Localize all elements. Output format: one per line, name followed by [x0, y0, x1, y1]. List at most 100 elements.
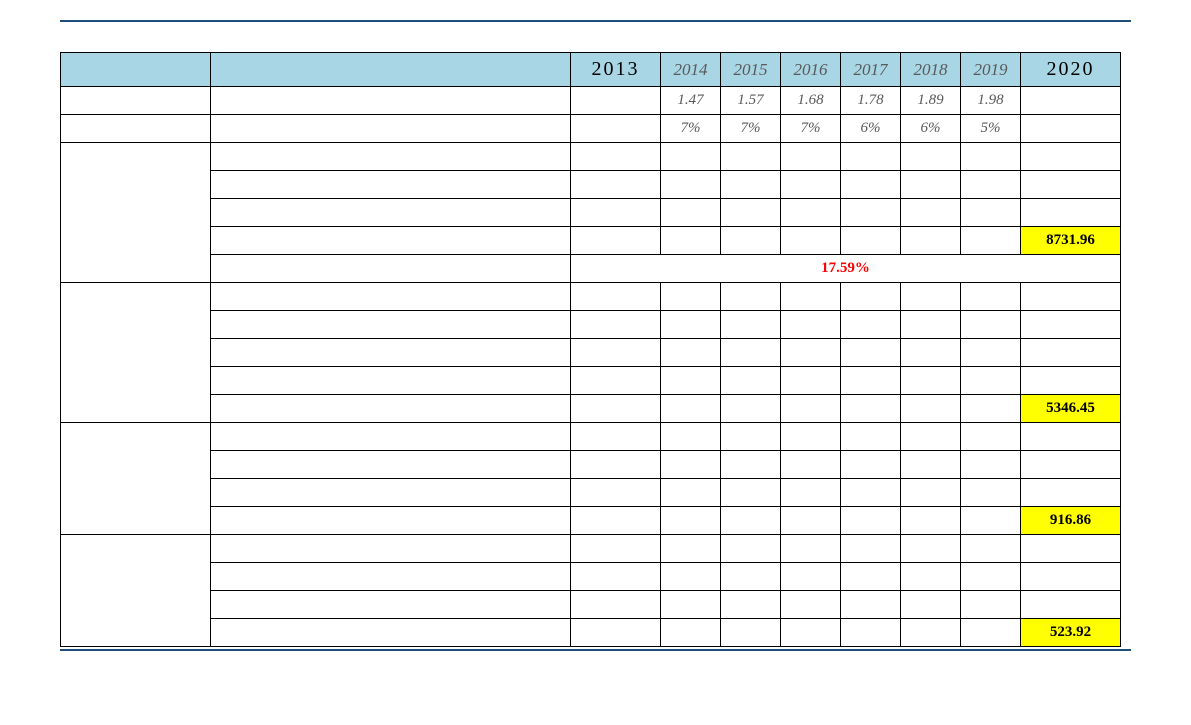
- row-d3: [61, 591, 1121, 619]
- cell: [721, 171, 781, 199]
- pct-2018: 6%: [901, 115, 961, 143]
- cell: [571, 227, 661, 255]
- cell: [841, 423, 901, 451]
- cell: [61, 115, 211, 143]
- cell: [721, 143, 781, 171]
- row-c4-hl: 916.86: [61, 507, 1121, 535]
- cell: [781, 283, 841, 311]
- row-a1: [61, 143, 1121, 171]
- cell: [841, 563, 901, 591]
- cell: [211, 563, 571, 591]
- cell: [841, 199, 901, 227]
- cell: [661, 283, 721, 311]
- cell: [1021, 367, 1121, 395]
- pct-2019: 5%: [961, 115, 1021, 143]
- val-2018: 1.89: [901, 87, 961, 115]
- val-2019: 1.98: [961, 87, 1021, 115]
- val-2016: 1.68: [781, 87, 841, 115]
- block-c-label: [61, 423, 211, 535]
- header-year-2017: 2017: [841, 53, 901, 87]
- cell: [841, 535, 901, 563]
- cell: [961, 591, 1021, 619]
- cell: [901, 171, 961, 199]
- cell: [211, 451, 571, 479]
- cell: [661, 423, 721, 451]
- cell: [961, 311, 1021, 339]
- cell: [211, 395, 571, 423]
- cell: [211, 507, 571, 535]
- cell: [721, 199, 781, 227]
- cell: [841, 591, 901, 619]
- cell: [961, 339, 1021, 367]
- row-c1: [61, 423, 1121, 451]
- header-year-2019: 2019: [961, 53, 1021, 87]
- pct-2017: 6%: [841, 115, 901, 143]
- red-pct-span: 17.59%: [571, 255, 1121, 283]
- cell: [901, 339, 961, 367]
- cell: [661, 507, 721, 535]
- cell: [841, 171, 901, 199]
- block-d-label: [61, 535, 211, 647]
- cell: [571, 451, 661, 479]
- cell: [211, 255, 571, 283]
- row-b5-hl: 5346.45: [61, 395, 1121, 423]
- pct-2014: 7%: [661, 115, 721, 143]
- hl-a: 8731.96: [1021, 227, 1121, 255]
- header-year-2014: 2014: [661, 53, 721, 87]
- cell: [571, 619, 661, 647]
- cell: [211, 479, 571, 507]
- cell: [1021, 311, 1121, 339]
- cell: [781, 227, 841, 255]
- cell: [721, 339, 781, 367]
- cell: [211, 591, 571, 619]
- cell: [61, 87, 211, 115]
- cell: [901, 199, 961, 227]
- cell: [901, 619, 961, 647]
- cell: [661, 227, 721, 255]
- cell: [211, 283, 571, 311]
- cell: [961, 535, 1021, 563]
- data-table: 2013 2014 2015 2016 2017 2018 2019 2020 …: [60, 52, 1121, 647]
- cell: [841, 395, 901, 423]
- val-2017: 1.78: [841, 87, 901, 115]
- cell: [211, 311, 571, 339]
- cell: [781, 451, 841, 479]
- cell: [571, 311, 661, 339]
- cell: [901, 507, 961, 535]
- pct-2015: 7%: [721, 115, 781, 143]
- cell: [781, 199, 841, 227]
- cell: [1021, 339, 1121, 367]
- cell: [661, 479, 721, 507]
- cell: [1021, 479, 1121, 507]
- cell: [571, 171, 661, 199]
- cell: [841, 283, 901, 311]
- row-c3: [61, 479, 1121, 507]
- cell: [961, 563, 1021, 591]
- hl-d: 523.92: [1021, 619, 1121, 647]
- cell: [841, 311, 901, 339]
- cell: [841, 227, 901, 255]
- cell: [781, 339, 841, 367]
- cell: [571, 479, 661, 507]
- cell: [571, 115, 661, 143]
- cell: [1021, 143, 1121, 171]
- cell: [901, 451, 961, 479]
- cell: [1021, 563, 1121, 591]
- cell: [571, 591, 661, 619]
- cell: [961, 619, 1021, 647]
- cell: [841, 479, 901, 507]
- header-row: 2013 2014 2015 2016 2017 2018 2019 2020: [61, 53, 1121, 87]
- cell: [661, 535, 721, 563]
- cell: [781, 479, 841, 507]
- row-b2: [61, 311, 1121, 339]
- row-d2: [61, 563, 1121, 591]
- cell: [781, 171, 841, 199]
- cell: [571, 143, 661, 171]
- cell: [661, 451, 721, 479]
- cell: [901, 283, 961, 311]
- cell: [661, 619, 721, 647]
- hl-b: 5346.45: [1021, 395, 1121, 423]
- cell: [901, 227, 961, 255]
- cell: [571, 535, 661, 563]
- cell: [721, 451, 781, 479]
